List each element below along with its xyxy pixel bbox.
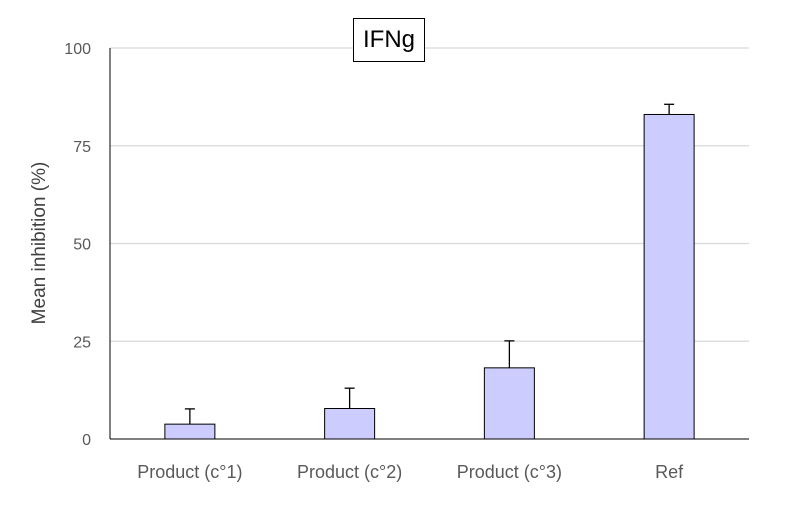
chart-title-text: IFNg — [362, 26, 415, 53]
y-tick-label: 100 — [64, 41, 91, 58]
bar — [483, 367, 535, 440]
y-axis-title: Mean inhibition (%) — [29, 162, 50, 325]
bars — [164, 113, 695, 440]
x-category-label: Product (c°2) — [297, 462, 402, 482]
x-axis-category-labels: Product (c°1) Product (c°2) Product (c°3) R… — [137, 462, 684, 482]
gridlines — [110, 47, 749, 342]
bar — [643, 113, 695, 440]
x-category-label: Product (c°3) — [457, 462, 562, 482]
chart-title: IFNg — [353, 18, 425, 62]
y-tick-label: 0 — [82, 432, 91, 449]
x-category-label: Ref — [655, 462, 684, 482]
y-tick-label: 50 — [73, 237, 91, 254]
bar — [324, 408, 376, 440]
y-tick-label: 75 — [73, 139, 91, 156]
error-bars — [184, 103, 675, 425]
y-axis-tick-labels: 0 25 50 75 100 — [64, 41, 91, 449]
y-tick-label: 25 — [73, 334, 91, 351]
bar — [164, 423, 216, 440]
x-category-label: Product (c°1) — [137, 462, 242, 482]
